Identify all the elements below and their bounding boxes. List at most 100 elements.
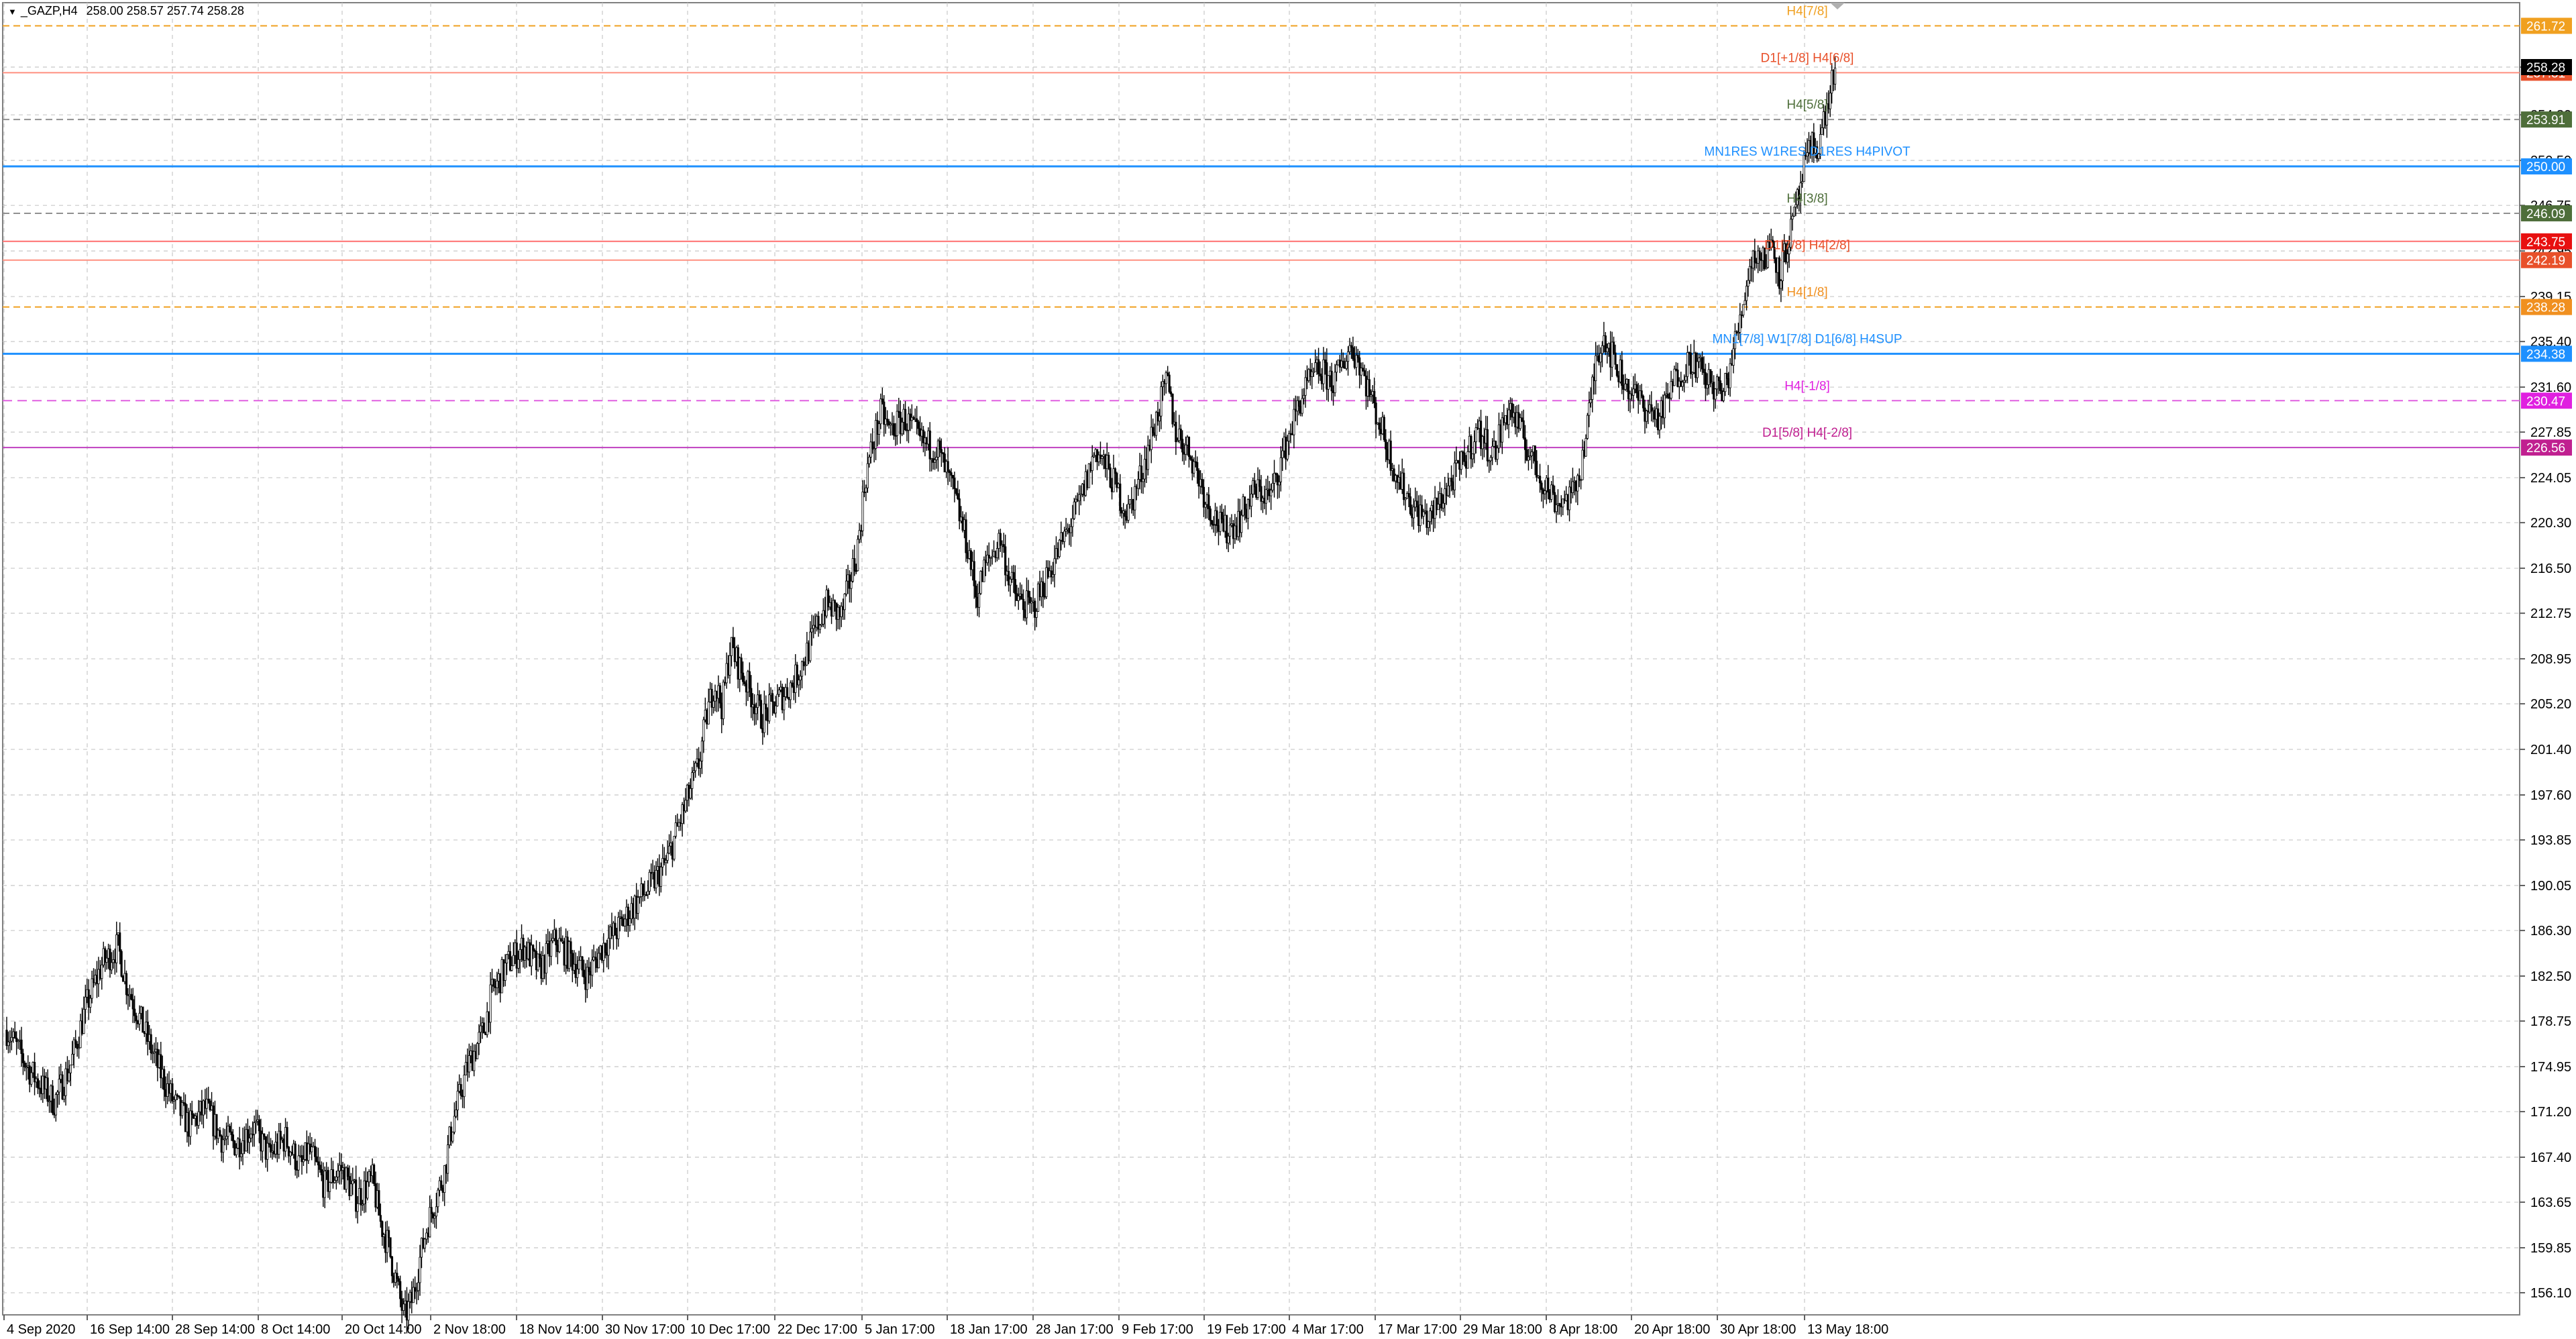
candle-body	[102, 948, 105, 965]
candle-body	[1816, 146, 1819, 159]
candle-body	[992, 551, 996, 557]
candle-body	[658, 866, 661, 887]
candle-body	[1760, 258, 1763, 261]
candle-body	[1165, 372, 1167, 384]
candle-body	[1010, 572, 1014, 580]
candle-body	[94, 975, 97, 983]
candle-body	[158, 1054, 160, 1068]
candle-body	[1696, 361, 1699, 378]
candle-body	[712, 700, 715, 708]
price-axis[interactable]: 156.10 159.85 163.65 167.40 171.20 174.95 178.…	[2520, 17, 2572, 1301]
candle-body	[1260, 486, 1263, 502]
candle-body	[1110, 486, 1114, 492]
candle-body	[904, 409, 907, 431]
candle-body	[1545, 478, 1548, 491]
candle-body	[84, 996, 87, 1010]
chart-shift-marker-icon[interactable]	[1830, 3, 1845, 9]
candle-body	[317, 1161, 320, 1166]
candle-body	[17, 1040, 19, 1042]
candle-body	[958, 498, 961, 522]
candle-body	[1665, 393, 1668, 396]
candle-body	[494, 985, 497, 988]
candle-body	[1348, 345, 1351, 352]
candle-body	[1002, 544, 1005, 547]
x-tick-label: 4 Sep 2020	[7, 1322, 75, 1337]
candle-body	[1176, 440, 1179, 443]
candle-body	[335, 1176, 337, 1181]
candle-body	[629, 918, 631, 926]
candle-body	[1550, 484, 1553, 500]
candle-body	[707, 701, 710, 725]
candle-body	[1485, 429, 1487, 444]
candle-body	[1497, 424, 1501, 449]
candle-body	[800, 661, 804, 677]
candle-body	[586, 967, 588, 990]
candle-body	[1417, 506, 1420, 526]
candle-body	[853, 558, 856, 572]
candle-body	[930, 458, 933, 460]
candle-body	[1124, 511, 1126, 517]
candle-body	[1319, 373, 1322, 377]
candle-body	[1644, 407, 1646, 422]
candle-body	[1101, 456, 1104, 459]
candle-body	[209, 1100, 211, 1110]
candle-body	[441, 1187, 444, 1193]
candle-body	[1009, 578, 1012, 586]
candle-body	[1046, 567, 1049, 578]
candle-body	[1477, 427, 1479, 429]
candle-body	[115, 934, 118, 963]
candle-body	[975, 586, 977, 598]
candle-body	[156, 1049, 159, 1068]
candle-body	[584, 977, 587, 990]
x-tick-label: 13 May 18:00	[1807, 1322, 1888, 1337]
y-tick-label: 208.95	[2530, 652, 2571, 667]
candle-body	[1822, 111, 1825, 128]
candle-body	[1187, 437, 1191, 458]
candle-body	[1332, 390, 1335, 393]
candle-body	[706, 710, 708, 725]
candle-body	[1329, 370, 1332, 376]
time-axis[interactable]: 4 Sep 2020 16 Sep 14:00 28 Sep 14:00 8 Oct …	[3, 1315, 1888, 1337]
candle-body	[1204, 504, 1207, 508]
candle-body	[420, 1238, 423, 1258]
candle-body	[794, 664, 797, 693]
candle-body	[146, 1022, 149, 1042]
candle-body	[1261, 498, 1265, 502]
candle-body	[1106, 455, 1108, 470]
candle-body	[1784, 243, 1787, 263]
candle-body	[113, 959, 116, 963]
candle-body	[238, 1138, 241, 1157]
candle-body	[1155, 412, 1158, 436]
candle-body	[758, 694, 761, 701]
candle-body	[323, 1171, 326, 1198]
candle-body	[201, 1101, 203, 1116]
candle-body	[1695, 352, 1697, 378]
candle-body	[346, 1167, 350, 1177]
candle-body	[1548, 492, 1551, 500]
candle-body	[7, 1041, 10, 1047]
candle-body	[632, 903, 635, 919]
candle-body	[1725, 373, 1728, 379]
candle-body	[999, 533, 1002, 546]
candle-body	[798, 680, 800, 686]
candle-body	[553, 929, 556, 939]
candle-body	[994, 551, 997, 558]
candle-body	[381, 1221, 384, 1237]
candle-body	[1604, 335, 1607, 352]
level-label: MN1RES W1RES D1RES H4PIVOT	[1704, 145, 1911, 159]
x-tick-label: 22 Dec 17:00	[777, 1322, 857, 1337]
candle-body	[62, 1095, 66, 1100]
level-price-tag	[2521, 345, 2572, 362]
candle-body	[1514, 412, 1517, 427]
candle-body	[1676, 370, 1679, 387]
triangle-down-icon[interactable]: ▼	[8, 7, 17, 17]
candle-body	[38, 1087, 41, 1089]
candle-body	[1358, 357, 1361, 376]
candle-body	[522, 938, 525, 961]
candle-body	[1523, 437, 1527, 450]
candle-body	[1763, 248, 1766, 270]
candle-body	[1586, 415, 1589, 439]
candle-body	[1368, 379, 1371, 397]
